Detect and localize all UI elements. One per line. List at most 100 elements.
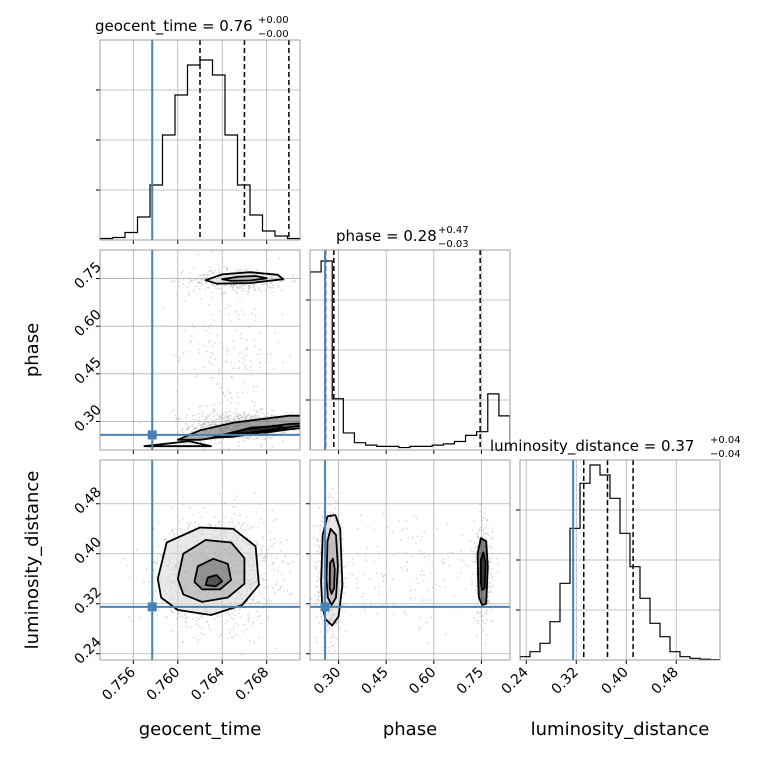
luminosity-distance-vs-phase-sample-point: [322, 516, 325, 519]
phase-vs-geocent-time-sample-point: [234, 420, 237, 422]
luminosity-distance-vs-phase-sample-point: [438, 585, 441, 587]
phase-vs-geocent-time-sample-point: [272, 325, 274, 328]
luminosity-distance-vs-geocent-time-sample-point: [256, 554, 259, 557]
luminosity-distance-vs-phase-sample-point: [489, 556, 492, 559]
phase-vs-geocent-time-sample-point: [218, 310, 221, 313]
luminosity-distance-vs-phase-sample-point: [318, 622, 321, 625]
luminosity-distance-vs-geocent-time-sample-point: [158, 609, 161, 612]
phase-vs-geocent-time-sample-point: [198, 275, 200, 278]
luminosity-distance-vs-phase-sample-point: [421, 536, 424, 538]
luminosity-distance-vs-phase-sample-point: [472, 550, 475, 553]
luminosity-distance-vs-phase-sample-point: [460, 571, 463, 574]
luminosity-distance-vs-phase-sample-point: [489, 585, 492, 588]
luminosity-distance-vs-phase-sample-point: [483, 533, 486, 535]
phase-vs-geocent-time-sample-point: [273, 291, 275, 293]
phase-vs-geocent-time-sample-point: [196, 372, 199, 375]
luminosity-distance-vs-geocent-time-contour-1: [176, 539, 246, 603]
luminosity-distance-vs-phase-sample-point: [344, 603, 346, 606]
luminosity-distance-vs-geocent-time-sample-point: [261, 538, 264, 541]
luminosity-distance-vs-phase-sample-point: [496, 557, 498, 560]
luminosity-distance-vs-phase-sample-point: [491, 620, 493, 623]
luminosity-distance-vs-phase-sample-point: [477, 622, 480, 625]
phase-vs-geocent-time-sample-point: [221, 420, 224, 423]
phase-vs-geocent-time-sample-point: [237, 287, 240, 290]
luminosity-distance-vs-geocent-time-sample-point: [201, 616, 203, 619]
phase-vs-geocent-time-sample-point: [215, 442, 217, 445]
luminosity-distance-vs-phase-sample-point: [461, 559, 464, 562]
luminosity-distance-vs-geocent-time-sample-point: [220, 501, 223, 504]
luminosity-distance-vs-phase-sample-point: [373, 528, 376, 531]
phase-vs-geocent-time-sample-point: [219, 272, 221, 275]
phase-vs-geocent-time-sample-point: [273, 287, 275, 289]
luminosity-distance-vs-geocent-time-sample-point: [201, 627, 203, 630]
phase-vs-geocent-time-plot-area: [100, 250, 300, 450]
luminosity-distance-vs-geocent-time-sample-point: [273, 538, 276, 540]
luminosity-distance-vs-geocent-time-sample-point: [265, 609, 268, 612]
luminosity-distance-vs-geocent-time-sample-point: [161, 601, 164, 604]
phase-vs-geocent-time-sample-point: [185, 428, 188, 431]
phase-vs-geocent-time-sample-point: [256, 410, 258, 412]
phase-vs-geocent-time-sample-point: [239, 297, 241, 300]
luminosity-distance-vs-phase-sample-point: [421, 600, 424, 603]
luminosity-distance-vs-phase-sample-point: [331, 488, 334, 490]
luminosity-distance-vs-phase-sample-point: [464, 563, 467, 566]
luminosity-distance-vs-phase-sample-point: [475, 588, 478, 591]
phase-vs-geocent-time-sample-point: [258, 287, 261, 290]
phase-vs-geocent-time-sample-point: [190, 431, 193, 433]
luminosity-distance-vs-phase-sample-point: [321, 526, 324, 529]
luminosity-distance-vs-phase-sample-point: [448, 564, 451, 567]
luminosity-distance-vs-phase-sample-point: [413, 589, 416, 591]
luminosity-distance-vs-geocent-time-sample-point: [258, 636, 260, 639]
luminosity-distance-vs-phase-sample-point: [479, 503, 482, 506]
luminosity-distance-vs-geocent-time-sample-point: [224, 612, 227, 615]
phase-vs-geocent-time-sample-point: [207, 340, 210, 342]
phase-vs-geocent-time-sample-point: [222, 347, 224, 350]
luminosity-distance-vs-phase-sample-point: [319, 630, 322, 633]
luminosity-distance-vs-geocent-time-sample-point: [280, 585, 283, 588]
luminosity-distance-vs-phase-sample-point: [444, 633, 447, 636]
phase-x-tick-label-2: 0.60: [406, 664, 439, 697]
luminosity-distance-vs-phase-sample-point: [490, 536, 493, 539]
luminosity-distance-vs-geocent-time-sample-point: [183, 496, 185, 499]
luminosity-distance-vs-phase-sample-point: [344, 564, 347, 567]
luminosity-distance-vs-geocent-time-sample-point: [204, 511, 207, 513]
phase-vs-geocent-time-sample-point: [215, 421, 218, 423]
phase-vs-geocent-time-sample-point: [240, 414, 243, 416]
luminosity-distance-vs-phase-sample-point: [303, 568, 305, 570]
luminosity-distance-vs-phase-sample-point: [480, 519, 483, 522]
phase-vs-geocent-time-sample-point: [248, 326, 251, 328]
phase-vs-geocent-time-sample-point: [206, 421, 209, 424]
luminosity-distance-vs-phase-sample-point: [476, 544, 478, 547]
luminosity-distance-vs-phase-sample-point: [329, 503, 332, 506]
luminosity-distance-vs-geocent-time-sample-point: [286, 589, 289, 592]
luminosity-distance-vs-phase-sample-point: [431, 586, 434, 589]
phase-vs-geocent-time-sample-point: [248, 417, 251, 420]
luminosity-distance-vs-phase-sample-point: [318, 506, 321, 509]
phase-vs-geocent-time-sample-point: [238, 360, 241, 363]
luminosity-distance-vs-geocent-time-sample-point: [250, 526, 253, 528]
luminosity-distance-vs-geocent-time-sample-point: [163, 539, 166, 541]
phase-vs-geocent-time-sample-point: [176, 355, 179, 358]
luminosity-distance-vs-geocent-time-sample-point: [276, 581, 279, 583]
phase-vs-geocent-time-sample-point: [257, 270, 259, 273]
phase-vs-geocent-time-sample-point: [210, 412, 213, 415]
phase-vs-geocent-time-sample-point: [232, 288, 235, 290]
luminosity-distance-vs-geocent-time-sample-point: [257, 526, 259, 529]
phase-vs-geocent-time-sample-point: [267, 415, 269, 418]
phase-vs-geocent-time-contour-5: [143, 440, 213, 448]
luminosity-distance-vs-geocent-time-sample-point: [148, 592, 151, 595]
luminosity-distance-vs-geocent-time-sample-point: [270, 554, 273, 556]
luminosity-distance-vs-phase-sample-point: [484, 622, 486, 625]
phase-vs-geocent-time-sample-point: [241, 391, 244, 394]
luminosity-distance-vs-geocent-time-sample-point: [156, 614, 159, 616]
luminosity-distance-vs-phase-sample-point: [487, 533, 490, 536]
luminosity-distance-vs-phase-sample-point: [380, 573, 383, 576]
luminosity-distance-vs-phase-sample-point: [344, 630, 347, 632]
luminosity-distance-vs-geocent-time-sample-point: [257, 600, 260, 603]
geocent-time-x-tick-label-1: 0.760: [144, 664, 184, 704]
luminosity-distance-vs-phase-sample-point: [429, 616, 432, 619]
luminosity-distance-vs-phase-sample-point: [490, 602, 493, 605]
phase-vs-geocent-time-density-level-2: [177, 415, 300, 440]
phase-vs-geocent-time-sample-point: [254, 413, 257, 416]
phase-vs-geocent-time-sample-point: [218, 371, 220, 374]
